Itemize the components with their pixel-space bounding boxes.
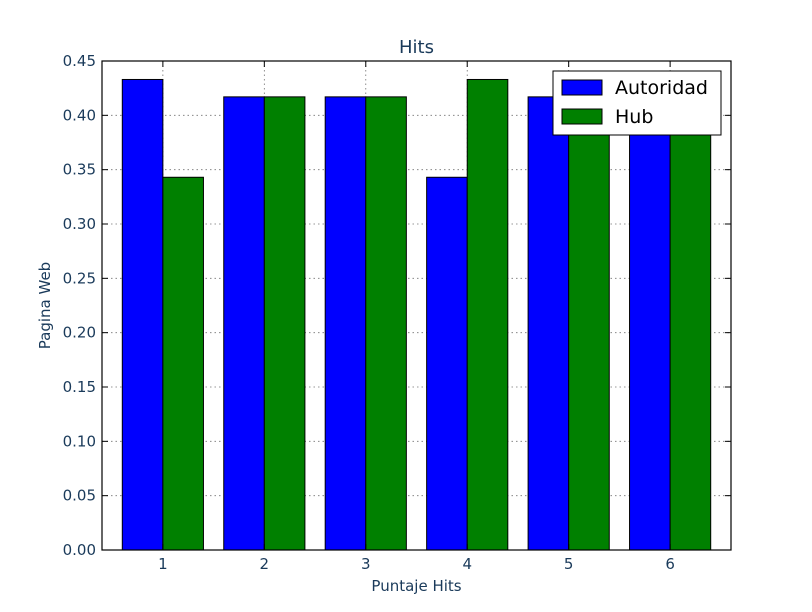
x-tick-label: 2 xyxy=(260,555,270,573)
y-tick-label: 0.00 xyxy=(63,541,96,559)
bars xyxy=(121,78,712,551)
x-tick-label: 6 xyxy=(665,555,675,573)
legend-swatch-hub xyxy=(561,108,603,125)
y-tick-label: 0.40 xyxy=(63,106,96,124)
bar-hub-6 xyxy=(669,96,712,551)
legend: Autoridad Hub xyxy=(552,70,722,136)
y-tick-label: 0.10 xyxy=(63,432,96,450)
bar-hub-5 xyxy=(568,96,610,551)
bar-hub-1 xyxy=(162,176,204,551)
bar-autoridad-3 xyxy=(324,96,367,551)
bar-hub-2 xyxy=(263,96,306,551)
bar-autoridad-5 xyxy=(527,96,570,551)
y-tick-label: 0.35 xyxy=(63,161,96,179)
y-tick-label: 0.15 xyxy=(63,378,96,396)
y-tick-label: 0.05 xyxy=(63,487,96,505)
bar-autoridad-1 xyxy=(121,78,164,551)
bar-hub-4 xyxy=(466,78,509,551)
x-axis-label: Puntaje Hits xyxy=(371,577,461,595)
legend-swatch-autoridad xyxy=(561,79,603,96)
ticks: 0.00 0.05 0.10 0.15 0.20 0.25 0.30 0.35 0.40 0.45… xyxy=(63,52,731,573)
x-tick-label: 1 xyxy=(158,555,168,573)
bar-autoridad-6 xyxy=(629,96,671,551)
plot-frame xyxy=(101,60,732,551)
bar-autoridad-4 xyxy=(426,176,468,551)
legend-label-hub: Hub xyxy=(615,106,653,128)
x-tick-label: 3 xyxy=(361,555,371,573)
y-tick-label: 0.25 xyxy=(63,269,96,287)
y-tick-label: 0.30 xyxy=(63,215,96,233)
bar-hub-3 xyxy=(365,96,407,551)
x-tick-label: 4 xyxy=(462,555,472,573)
x-tick-label: 5 xyxy=(564,555,574,573)
y-tick-label: 0.20 xyxy=(63,324,96,342)
bar-autoridad-2 xyxy=(223,96,265,551)
y-axis-label: Pagina Web xyxy=(36,262,54,349)
y-tick-label: 0.45 xyxy=(63,52,96,70)
chart-title: Hits xyxy=(399,37,434,58)
legend-label-autoridad: Autoridad xyxy=(615,77,708,99)
